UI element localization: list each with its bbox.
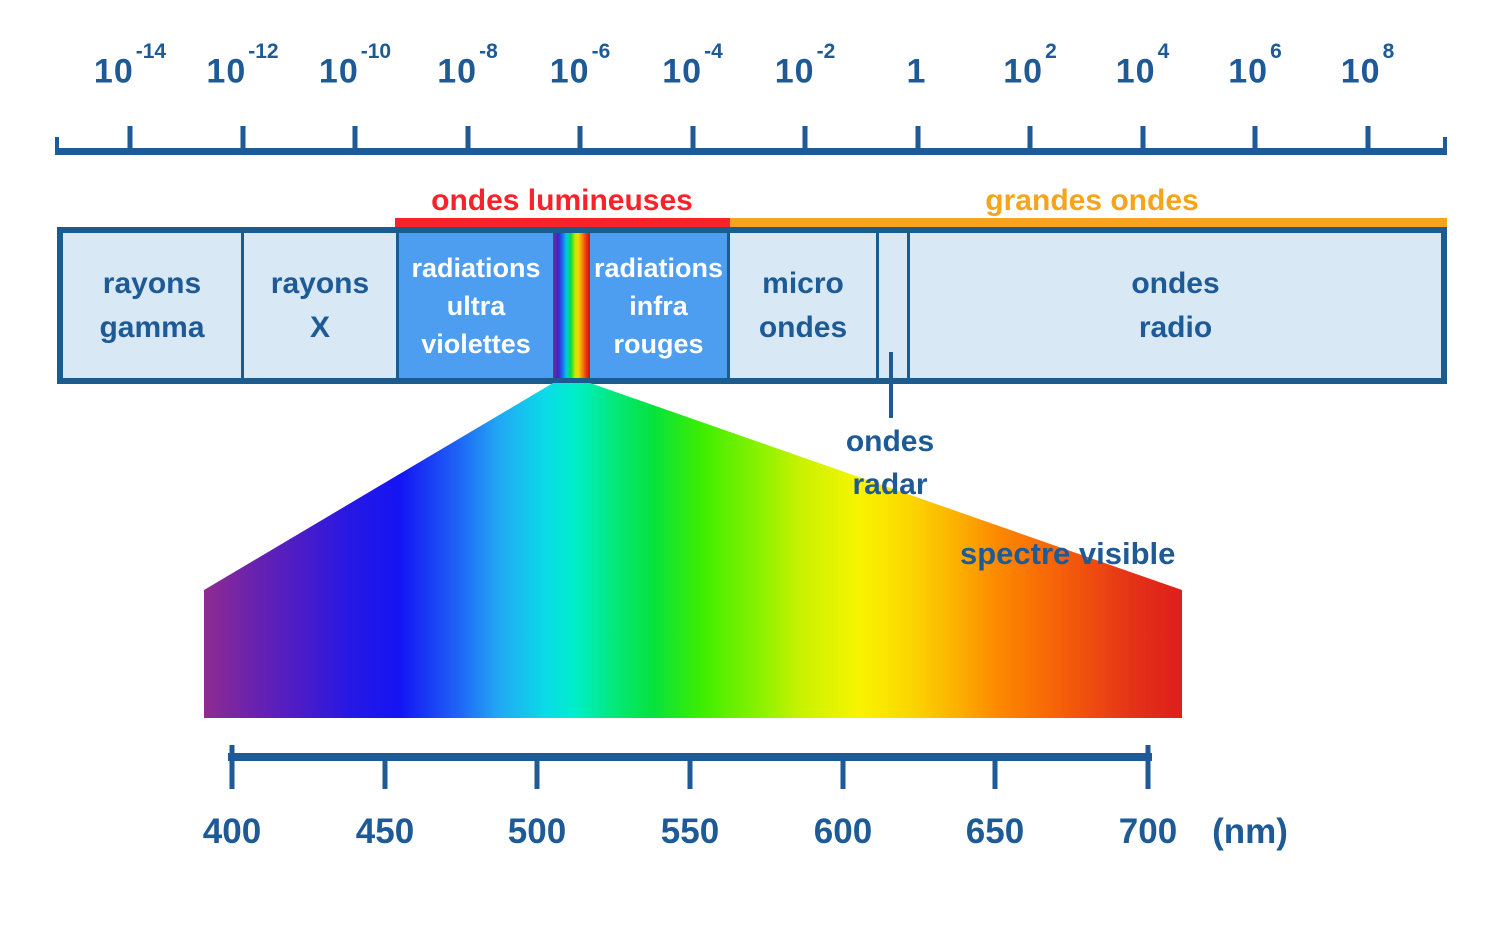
bottom-axis-label: 550 (660, 812, 720, 851)
long-waves-bar (730, 218, 1447, 227)
light-waves-label: ondes lumineuses (431, 184, 693, 217)
band-section-ondes-radar-strip (879, 233, 910, 378)
top-axis-label: 108 (1340, 40, 1395, 91)
bottom-axis-tick (229, 745, 235, 789)
bottom-axis-label: 650 (965, 812, 1025, 851)
bottom-axis-label: 500 (507, 812, 567, 851)
top-axis-label: 10-2 (774, 40, 836, 91)
band-label-line: ondes (758, 310, 848, 344)
top-axis-tick (1027, 126, 1033, 149)
band-label-line: gamma (99, 310, 205, 344)
band-section-ondes-radio: ondes radio (910, 233, 1441, 378)
radar-connector-line (889, 352, 893, 418)
bottom-axis-tick (840, 761, 846, 789)
top-axis-tick (1365, 126, 1370, 149)
top-axis-label: 10-14 (93, 40, 167, 91)
top-axis-left-stub (55, 137, 59, 148)
top-axis-tick (915, 126, 920, 149)
top-axis-label: 106 (1228, 40, 1282, 91)
light-waves-bar (395, 218, 730, 227)
top-axis-label: 10-10 (318, 40, 392, 91)
bottom-axis-unit: (nm) (1212, 812, 1288, 851)
top-axis-right-stub (1443, 137, 1447, 148)
top-axis-tick (690, 126, 695, 149)
band-section-visible-stripe (553, 233, 590, 378)
band-label-line: radiations (593, 252, 724, 283)
top-axis-tick (465, 126, 470, 149)
band-label-line: ondes (1131, 266, 1220, 300)
top-axis-tick (352, 126, 358, 149)
top-axis-tick (577, 126, 583, 149)
top-axis-label: 10-4 (662, 40, 723, 91)
top-axis-line (55, 148, 1447, 155)
band-section-infrared: radiations infra rouges (590, 233, 730, 378)
band-label-line: micro (762, 266, 844, 300)
band-section-micro-ondes: micro ondes (730, 233, 879, 378)
bottom-axis-label: 600 (813, 812, 873, 851)
band-section-ultraviolet: radiations ultra violettes (399, 233, 553, 378)
radar-label-line: ondes (845, 425, 935, 458)
band-label-line: radiations (411, 252, 541, 283)
bottom-axis-tick (992, 761, 998, 789)
bottom-axis-label: 450 (355, 812, 415, 851)
bottom-axis-tick (534, 761, 540, 789)
long-waves-label: grandes ondes (985, 184, 1199, 217)
spectrum-band: rayons gamma rayons X radiations ultra v… (57, 227, 1447, 384)
top-axis-tick (802, 126, 808, 149)
band-label-line: violettes (421, 328, 531, 359)
top-axis-label: 10-6 (549, 40, 611, 91)
top-axis-tick (1252, 126, 1258, 149)
spectre-visible-label: spectre visible (960, 536, 1176, 571)
top-axis-label: 102 (1003, 40, 1057, 91)
top-axis-label: 10-12 (206, 40, 279, 91)
top-axis-label: 1 (906, 52, 927, 91)
bottom-axis-line (228, 753, 1152, 761)
bottom-axis-label: 400 (202, 812, 262, 851)
top-axis-label: 10-8 (437, 40, 498, 91)
band-label-line: infra (629, 290, 688, 321)
top-axis-tick (240, 126, 245, 149)
top-axis-label: 104 (1115, 40, 1170, 91)
top-axis-tick (127, 126, 133, 149)
band-label-line: rayons (270, 266, 370, 300)
band-label-line: ultra (446, 290, 506, 321)
bottom-axis-tick (687, 761, 693, 789)
band-section-rayons-gamma: rayons gamma (63, 233, 244, 378)
band-label-line: rayons (102, 266, 202, 300)
radar-label: ondes radar (820, 420, 960, 506)
radar-label-line: radar (852, 468, 928, 501)
bottom-axis-tick (382, 761, 388, 789)
band-label-line: radio (1138, 310, 1213, 344)
band-label-line: X (309, 310, 330, 344)
band-section-rayons-x: rayons X (244, 233, 399, 378)
bottom-axis-label: 700 (1118, 812, 1178, 851)
band-label-line: rouges (613, 328, 704, 359)
top-axis-tick (1140, 126, 1145, 149)
bottom-axis-tick (1145, 745, 1151, 789)
